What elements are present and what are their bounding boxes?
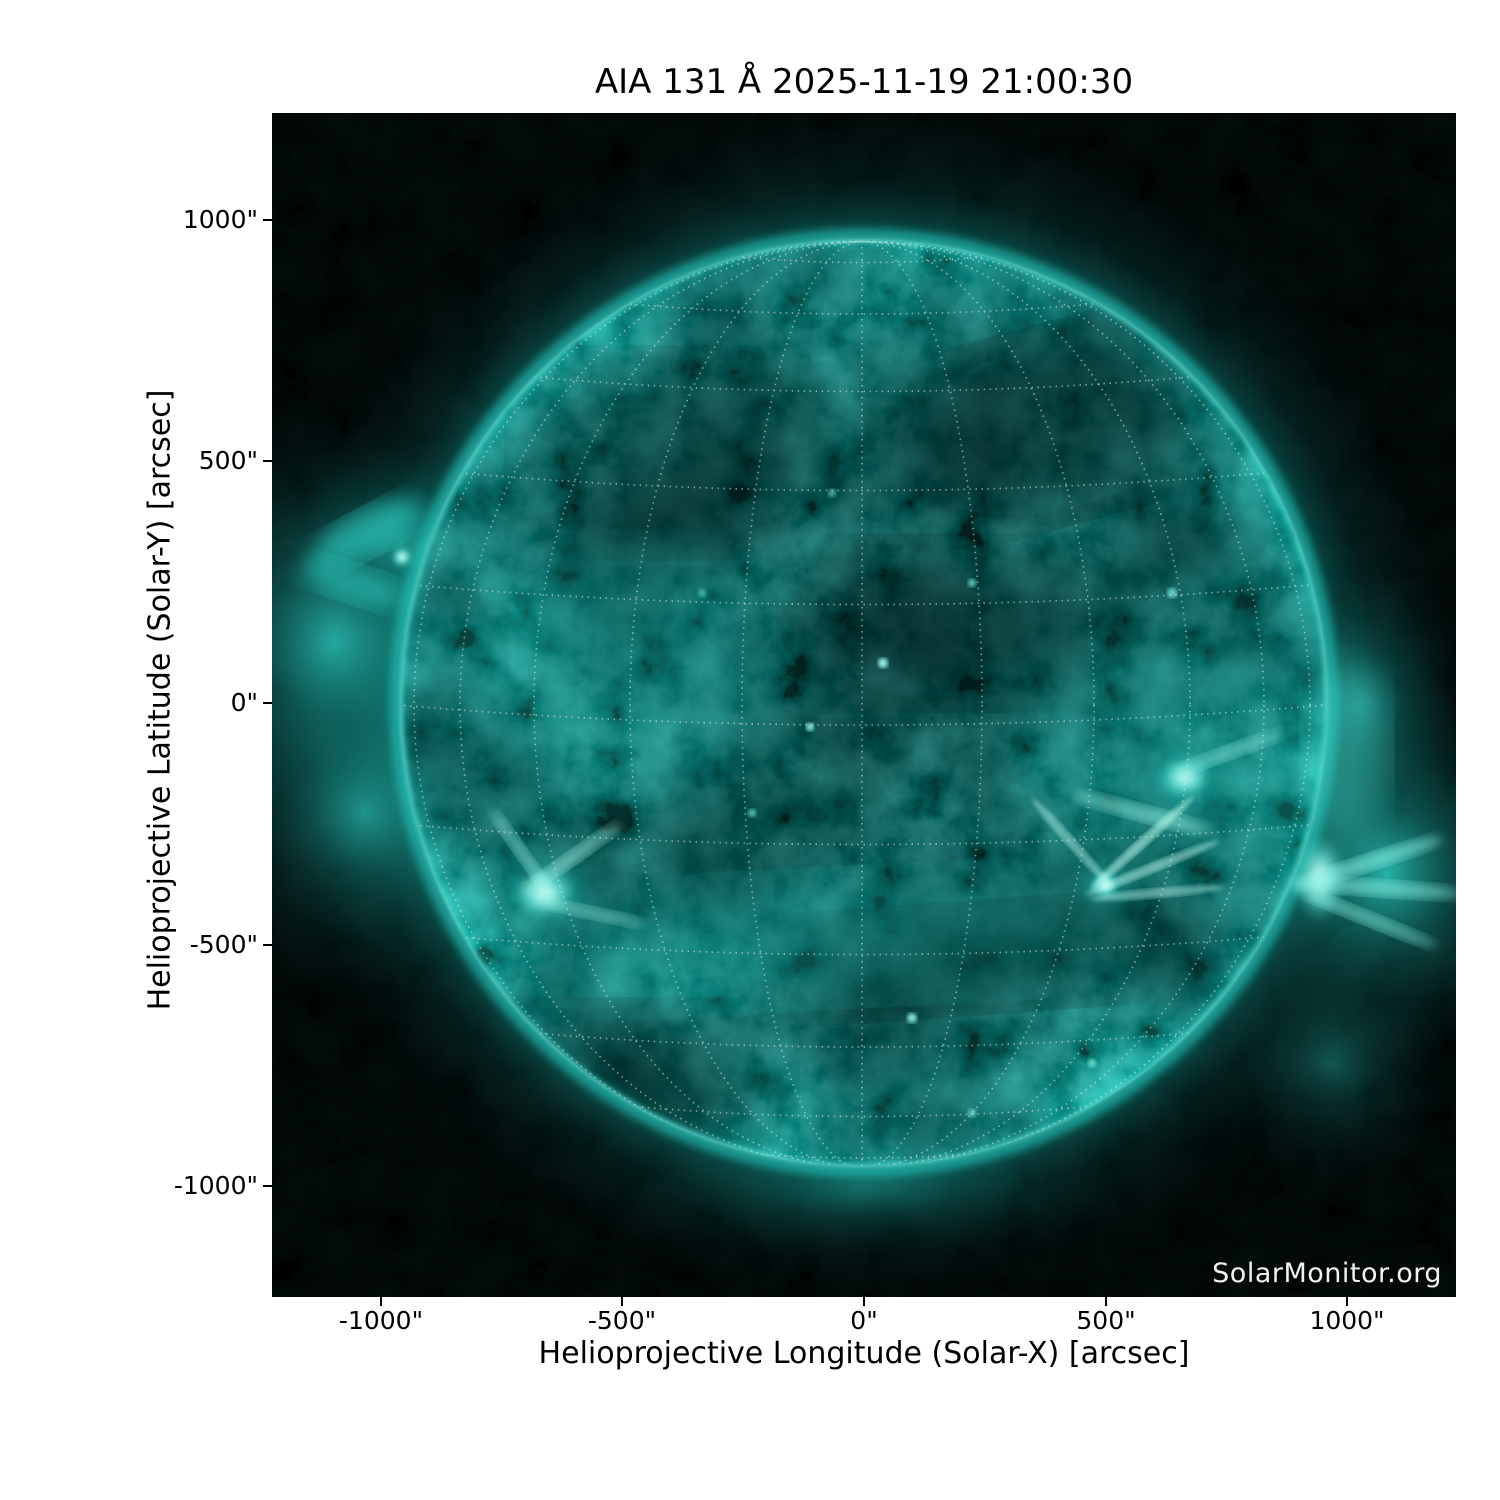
x-tick-mark bbox=[1105, 1297, 1107, 1306]
y-tick-label: -1000" bbox=[173, 1171, 258, 1200]
active-regions bbox=[299, 489, 1456, 1117]
y-tick-label: 500" bbox=[198, 446, 258, 475]
y-tick-mark bbox=[263, 702, 272, 704]
x-tick-mark bbox=[1346, 1297, 1348, 1306]
y-tick-mark bbox=[263, 460, 272, 462]
x-axis-label: Helioprojective Longitude (Solar-X) [arc… bbox=[538, 1336, 1190, 1371]
heliographic-grid bbox=[401, 240, 1327, 1166]
west-limb-bright bbox=[1290, 663, 1456, 947]
watermark: SolarMonitor.org bbox=[1212, 1258, 1442, 1289]
x-tick-mark bbox=[863, 1297, 865, 1306]
plot-title: AIA 131 Å 2025-11-19 21:00:30 bbox=[594, 62, 1134, 102]
y-tick-label: 0" bbox=[230, 688, 258, 717]
y-tick-mark bbox=[263, 1185, 272, 1187]
solar-image-aia131 bbox=[272, 113, 1456, 1297]
active-region-west bbox=[1074, 730, 1284, 833]
active-region-southeast bbox=[469, 807, 649, 951]
x-tick-mark bbox=[621, 1297, 623, 1306]
y-axis-label: Helioprojective Latitude (Solar-Y) [arcs… bbox=[142, 389, 178, 1011]
east-limb-bright-point bbox=[299, 498, 421, 608]
y-tick-mark bbox=[263, 219, 272, 221]
y-tick-label: -500" bbox=[189, 930, 258, 959]
y-tick-mark bbox=[263, 944, 272, 946]
x-tick-label: 1000" bbox=[1309, 1306, 1385, 1335]
y-tick-label: 1000" bbox=[182, 205, 258, 234]
x-tick-mark bbox=[380, 1297, 382, 1306]
active-region-southwest-fan bbox=[1031, 796, 1225, 927]
x-tick-label: -500" bbox=[587, 1306, 657, 1335]
x-tick-label: -1000" bbox=[338, 1306, 424, 1335]
x-tick-label: 500" bbox=[1076, 1306, 1136, 1335]
x-tick-label: 0" bbox=[850, 1306, 878, 1335]
plot-area: SolarMonitor.org bbox=[272, 113, 1456, 1297]
